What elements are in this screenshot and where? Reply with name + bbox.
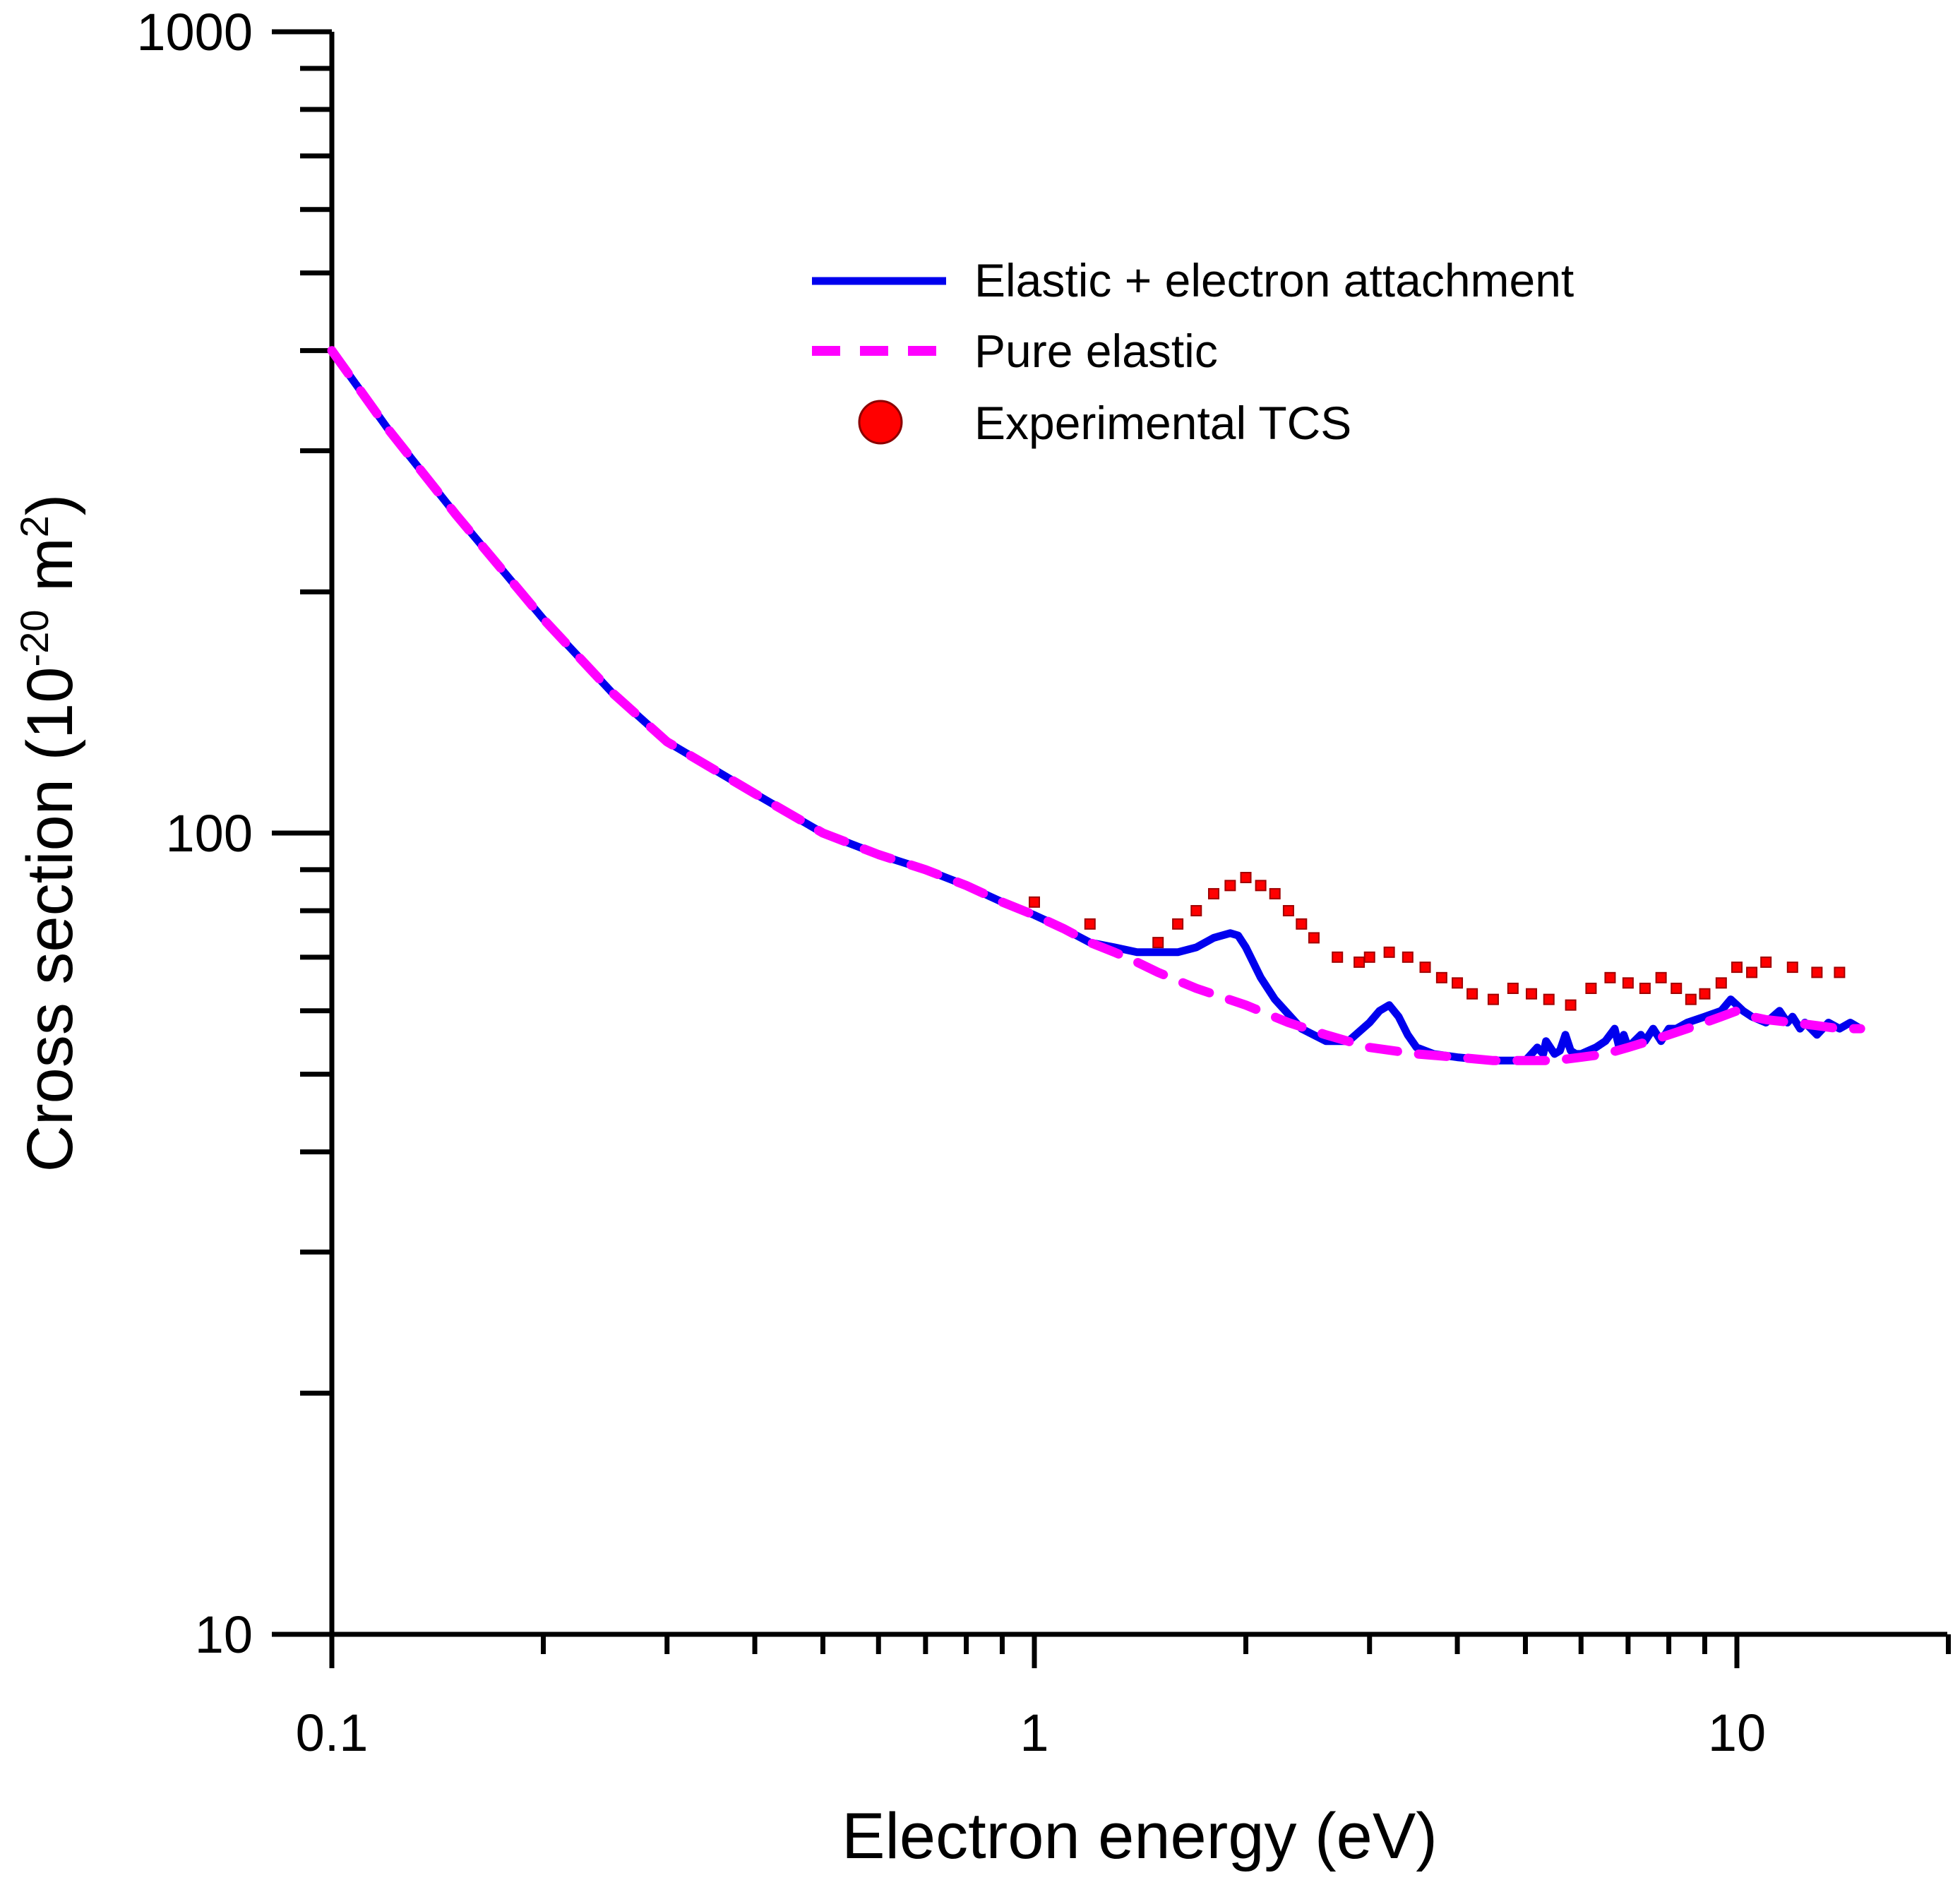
y-axis-title-unit: m xyxy=(14,537,86,609)
y-axis-title-exponent: -20 xyxy=(12,610,56,667)
experimental-tcs-point xyxy=(1029,896,1040,908)
experimental-tcs-point xyxy=(1746,966,1758,978)
experimental-tcs-point xyxy=(1332,951,1344,963)
experimental-tcs-point xyxy=(1296,918,1308,930)
experimental-tcs-point xyxy=(1084,918,1096,930)
legend: Elastic + electron attachment Pure elast… xyxy=(812,254,1574,449)
y-axis-title-base: Cross section (10 xyxy=(14,667,86,1173)
experimental-tcs-point xyxy=(1383,946,1395,958)
experimental-tcs-point xyxy=(1786,962,1798,974)
experimental-tcs-point xyxy=(1731,962,1743,974)
y-tick-label: 100 xyxy=(166,804,253,863)
legend-label-experimental: Experimental TCS xyxy=(974,397,1351,449)
experimental-tcs-point xyxy=(1760,956,1772,968)
experimental-tcs-point xyxy=(1452,977,1464,989)
experimental-tcs-point xyxy=(1282,904,1294,916)
experimental-tcs-point xyxy=(1308,932,1320,944)
experimental-tcs-point xyxy=(1172,918,1184,930)
experimental-tcs-point xyxy=(1526,988,1538,1000)
experimental-tcs-point xyxy=(1354,956,1366,968)
experimental-tcs-point xyxy=(1622,977,1634,989)
y-tick-label: 1000 xyxy=(136,3,253,61)
experimental-tcs-point xyxy=(1543,993,1555,1005)
experimental-tcs-point xyxy=(1435,971,1447,983)
experimental-tcs-point xyxy=(1190,904,1202,916)
y-axis-title-unit-exponent: 2 xyxy=(12,515,56,537)
x-axis-title: Electron energy (eV) xyxy=(842,1800,1438,1872)
experimental-tcs-point xyxy=(1269,887,1281,899)
series-line-elastic-attachment xyxy=(328,347,1865,1065)
y-tick-label: 10 xyxy=(195,1605,253,1664)
experimental-tcs-point xyxy=(1507,982,1519,994)
experimental-tcs-point xyxy=(1419,962,1431,974)
ticks xyxy=(272,29,1952,1668)
experimental-tcs-point xyxy=(1487,993,1499,1005)
legend-label-pure-elastic: Pure elastic xyxy=(974,325,1218,377)
series-layer xyxy=(327,346,1865,1065)
experimental-tcs-point xyxy=(1834,966,1846,978)
experimental-tcs-point xyxy=(1585,982,1597,994)
legend-marker-experimental xyxy=(858,400,903,445)
experimental-tcs-point xyxy=(1240,872,1252,884)
y-axis-title-close: ) xyxy=(14,494,86,516)
experimental-tcs-point xyxy=(1604,971,1616,983)
experimental-tcs-point xyxy=(1655,971,1667,983)
experimental-tcs-point xyxy=(1699,988,1711,1000)
experimental-tcs-point xyxy=(1255,880,1267,892)
series-line-pure-elastic xyxy=(327,346,1865,1065)
tick-labels: 0.1 1 10 10 100 1000 xyxy=(136,3,1766,1762)
x-tick-label: 0.1 xyxy=(296,1704,369,1762)
experimental-tcs-point xyxy=(1152,937,1164,949)
experimental-tcs-point xyxy=(1466,988,1478,1000)
experimental-tcs-point xyxy=(1639,982,1651,994)
experimental-tcs-point xyxy=(1685,993,1697,1005)
x-tick-label: 1 xyxy=(1020,1704,1048,1762)
y-axis-title: Cross section (10-20 m2) xyxy=(12,494,86,1173)
experimental-tcs-point xyxy=(1207,887,1219,899)
legend-label-elastic-attachment: Elastic + electron attachment xyxy=(974,254,1574,306)
x-tick-label: 10 xyxy=(1708,1704,1766,1762)
experimental-tcs-point xyxy=(1224,880,1236,892)
experimental-tcs-point xyxy=(1565,999,1577,1011)
experimental-tcs-point xyxy=(1671,982,1683,994)
experimental-tcs-point xyxy=(1715,977,1727,989)
experimental-tcs-point xyxy=(1402,951,1414,963)
experimental-tcs-point xyxy=(1811,966,1823,978)
experimental-tcs-point xyxy=(1363,951,1375,963)
